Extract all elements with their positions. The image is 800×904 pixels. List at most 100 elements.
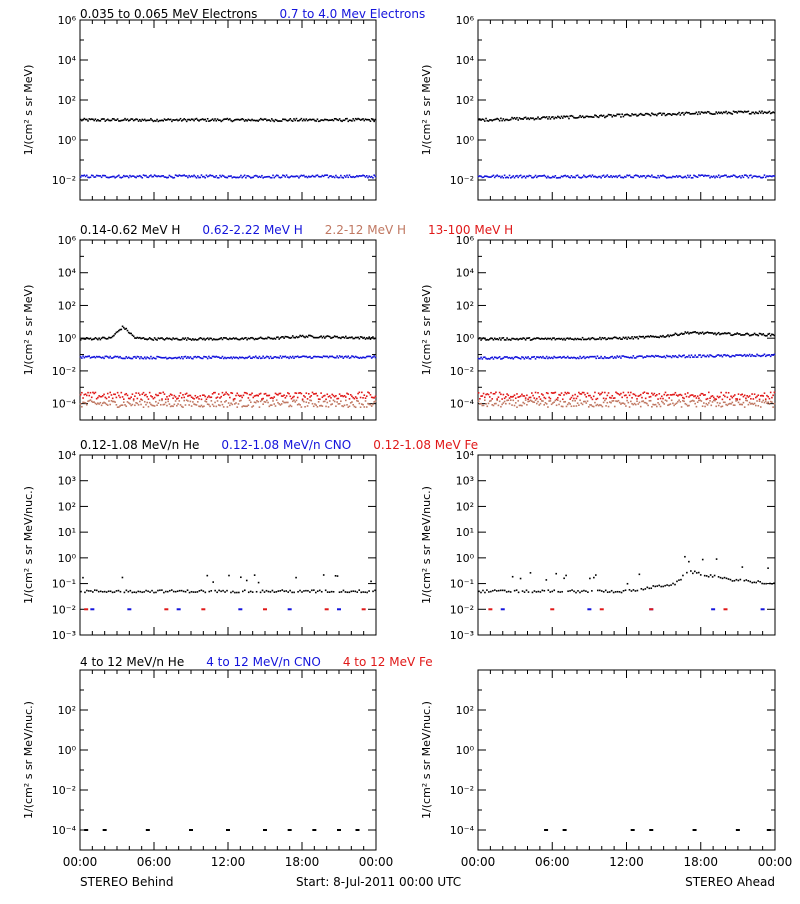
data-point-r0c1-s0-209 [736, 112, 739, 114]
data-point-r1c1-s2-112 [616, 400, 619, 403]
data-point-r2c0-s0-28 [135, 591, 138, 594]
data-point-r0c1-s0-211 [738, 110, 741, 113]
data-point-r0c0-s0-35 [122, 119, 125, 121]
data-point-r0c0-s0-114 [220, 120, 223, 123]
data-point-r1c0-s3-30 [116, 391, 119, 394]
data-point-r0c0-s0-183 [305, 118, 308, 120]
data-point-r1c0-s3-89 [189, 394, 192, 397]
data-point-r1c0-s2-1 [81, 405, 83, 408]
data-point-r1c0-s1-209 [337, 356, 340, 359]
data-point-r0c0-s0-200 [326, 118, 329, 121]
data-point-r1c1-s2-90 [589, 404, 591, 406]
data-point-r1c0-s0-147 [261, 337, 263, 340]
data-point-r0c1-s1-46 [534, 174, 537, 177]
data-point-r1c0-s1-3 [83, 356, 86, 359]
data-point-r2c0-s0-137 [350, 590, 353, 593]
data-point-r1c0-s0-10 [92, 338, 94, 341]
data-point-r1c1-s2-136 [646, 402, 648, 405]
data-point-r1c0-s1-169 [288, 357, 290, 360]
data-point-r0c0-s1-19 [103, 174, 105, 177]
data-point-r1c0-s2-197 [322, 400, 325, 403]
data-point-r0c1-s1-77 [573, 176, 575, 178]
data-point-r1c1-s3-202 [727, 391, 730, 394]
data-point-r0c0-s0-141 [253, 119, 256, 122]
data-point-r1c1-s1-173 [691, 356, 694, 358]
y-tick-label-r0c0-3: 10⁴ [58, 54, 77, 67]
data-point-r1c0-s3-133 [243, 391, 246, 394]
data-point-r1c0-s3-2 [82, 397, 84, 399]
data-point-r1c1-s2-211 [738, 403, 741, 406]
data-point-r1c1-s1-220 [750, 355, 752, 358]
data-point-r1c1-s1-218 [747, 355, 750, 357]
data-point-r1c0-s2-69 [164, 401, 167, 404]
data-point-r1c1-s2-107 [610, 401, 612, 404]
data-point-r0c0-s1-154 [269, 176, 272, 179]
data-point-r1c0-s3-131 [241, 396, 243, 399]
data-point-r0c1-s0-25 [508, 119, 511, 121]
data-point-r1c0-s0-29 [115, 331, 118, 334]
data-point-r1c0-s1-150 [264, 356, 267, 359]
data-point-r1c1-s3-143 [654, 395, 657, 397]
data-point-r2c0-s1-1 [127, 608, 132, 611]
data-point-r0c1-s0-178 [698, 111, 700, 113]
data-point-r0c1-s1-74 [569, 176, 571, 179]
data-point-r1c0-s1-60 [153, 357, 156, 360]
data-point-r1c0-s0-56 [148, 337, 151, 339]
data-point-r0c0-s1-208 [336, 176, 338, 178]
data-point-r1c1-s0-196 [720, 333, 722, 335]
data-point-r1c0-s3-147 [261, 398, 263, 400]
data-point-r1c0-s2-56 [148, 401, 151, 404]
data-point-r0c1-s0-58 [549, 118, 552, 120]
data-point-r2c0-s0-30 [139, 590, 141, 593]
data-point-r0c1-s0-13 [493, 118, 496, 121]
data-point-r0c0-s0-166 [284, 118, 287, 121]
data-point-r1c1-s2-22 [505, 402, 507, 405]
data-point-r1c1-s2-121 [627, 401, 630, 404]
data-point-r1c0-s3-213 [342, 395, 345, 398]
data-point-r0c0-s0-167 [285, 119, 288, 122]
x-tick-label-c0-0: 00:00 [63, 855, 98, 869]
data-point-r1c1-s2-39 [526, 403, 528, 406]
data-point-r1c1-s0-57 [548, 337, 550, 340]
data-point-r2c0-s0-134 [344, 591, 347, 593]
data-point-r1c1-s0-86 [584, 338, 586, 341]
data-point-r0c0-s0-124 [232, 119, 235, 122]
data-point-r1c1-s0-202 [727, 332, 730, 334]
data-point-r1c1-s3-79 [575, 397, 578, 400]
data-point-r1c0-s0-87 [187, 337, 189, 339]
data-point-r1c1-s0-194 [717, 331, 720, 334]
data-point-r1c1-s0-99 [600, 338, 602, 341]
data-point-r1c0-s3-87 [187, 395, 189, 397]
data-point-r0c1-s0-98 [599, 114, 601, 117]
data-point-r1c1-s2-223 [753, 402, 756, 405]
data-point-r2c1-s0-2 [482, 589, 484, 592]
data-point-r1c1-s0-172 [690, 332, 693, 334]
data-point-r2c0-s0-16 [111, 591, 114, 594]
data-point-r1c1-s3-40 [527, 398, 529, 401]
data-point-r0c0-s0-19 [103, 118, 105, 120]
data-point-r2c1-s0-108 [692, 572, 694, 575]
data-point-r1c0-s2-158 [274, 405, 277, 407]
data-point-r1c1-s3-220 [750, 397, 752, 400]
data-point-r0c0-s0-138 [250, 119, 252, 122]
data-point-r1c1-s3-171 [689, 394, 692, 397]
data-point-r1c0-s1-230 [363, 356, 366, 359]
data-point-r0c1-s0-166 [683, 113, 685, 116]
data-point-r1c0-s1-194 [319, 356, 321, 358]
data-point-r1c1-s3-225 [756, 395, 758, 398]
data-point-r0c0-s1-237 [372, 176, 374, 179]
data-point-r1c0-s3-206 [333, 395, 336, 398]
data-point-r1c1-s3-57 [548, 396, 550, 399]
data-point-r2c1-s0-17 [511, 575, 514, 578]
data-point-r1c0-s1-160 [277, 356, 279, 359]
data-point-r0c1-s1-130 [638, 176, 641, 179]
data-point-r1c0-s1-212 [341, 355, 343, 358]
data-point-r1c0-s2-86 [185, 399, 188, 401]
data-point-r1c1-s1-7 [486, 358, 489, 360]
data-point-r0c0-s1-44 [134, 176, 136, 178]
data-point-r1c1-s3-53 [543, 396, 546, 399]
data-point-r1c0-s3-32 [119, 396, 121, 399]
data-point-r0c1-s1-224 [755, 175, 757, 178]
data-point-r0c1-s1-5 [484, 175, 486, 178]
data-point-r0c1-s1-178 [698, 174, 700, 176]
